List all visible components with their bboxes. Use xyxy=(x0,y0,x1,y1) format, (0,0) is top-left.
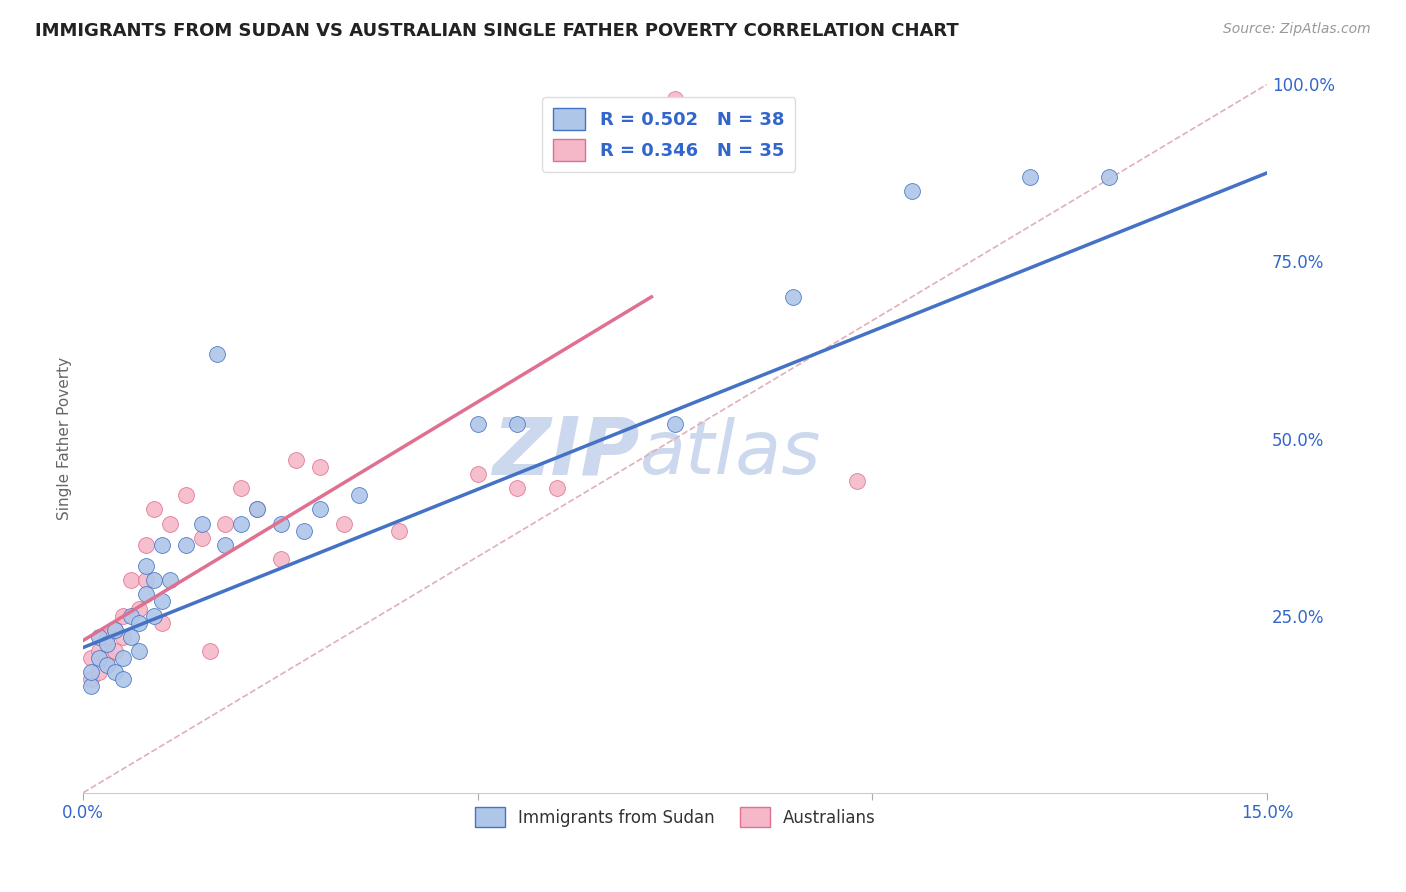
Point xyxy=(87,651,110,665)
Point xyxy=(135,559,157,574)
Point xyxy=(87,644,110,658)
Point xyxy=(143,608,166,623)
Point xyxy=(96,658,118,673)
Point xyxy=(292,524,315,538)
Point xyxy=(214,516,236,531)
Point xyxy=(120,573,142,587)
Point xyxy=(190,516,212,531)
Point xyxy=(174,488,197,502)
Point xyxy=(135,573,157,587)
Point xyxy=(388,524,411,538)
Point xyxy=(143,502,166,516)
Point xyxy=(120,608,142,623)
Point xyxy=(128,601,150,615)
Point xyxy=(1019,169,1042,184)
Point xyxy=(309,502,332,516)
Y-axis label: Single Father Poverty: Single Father Poverty xyxy=(58,357,72,520)
Point xyxy=(111,608,134,623)
Point xyxy=(270,516,292,531)
Point xyxy=(506,481,529,495)
Point xyxy=(87,630,110,644)
Point xyxy=(150,615,173,630)
Point xyxy=(664,92,686,106)
Point xyxy=(111,651,134,665)
Point xyxy=(198,644,221,658)
Point xyxy=(332,516,354,531)
Point xyxy=(270,552,292,566)
Point xyxy=(159,573,181,587)
Point xyxy=(782,290,804,304)
Point xyxy=(87,665,110,680)
Point xyxy=(128,615,150,630)
Point xyxy=(664,417,686,432)
Point xyxy=(309,459,332,474)
Point xyxy=(624,98,647,112)
Point xyxy=(104,623,127,637)
Point xyxy=(80,680,103,694)
Point xyxy=(159,516,181,531)
Point xyxy=(143,573,166,587)
Point xyxy=(135,587,157,601)
Point xyxy=(285,452,308,467)
Point xyxy=(150,594,173,608)
Point xyxy=(80,651,103,665)
Legend: Immigrants from Sudan, Australians: Immigrants from Sudan, Australians xyxy=(468,800,883,834)
Point xyxy=(1098,169,1121,184)
Point xyxy=(96,637,118,651)
Point xyxy=(349,488,371,502)
Point xyxy=(901,184,924,198)
Point xyxy=(111,630,134,644)
Point xyxy=(207,346,229,360)
Point xyxy=(229,481,252,495)
Point xyxy=(111,673,134,687)
Point xyxy=(104,623,127,637)
Point xyxy=(467,467,489,481)
Text: Source: ZipAtlas.com: Source: ZipAtlas.com xyxy=(1223,22,1371,37)
Text: IMMIGRANTS FROM SUDAN VS AUSTRALIAN SINGLE FATHER POVERTY CORRELATION CHART: IMMIGRANTS FROM SUDAN VS AUSTRALIAN SING… xyxy=(35,22,959,40)
Point xyxy=(246,502,269,516)
Point xyxy=(96,630,118,644)
Text: ZIP: ZIP xyxy=(492,414,640,491)
Point xyxy=(96,651,118,665)
Point xyxy=(135,538,157,552)
Point xyxy=(585,98,607,112)
Point xyxy=(506,417,529,432)
Point xyxy=(229,516,252,531)
Point xyxy=(546,481,568,495)
Point xyxy=(104,665,127,680)
Point xyxy=(104,644,127,658)
Point xyxy=(467,417,489,432)
Point xyxy=(150,538,173,552)
Point xyxy=(190,531,212,545)
Point xyxy=(845,474,868,488)
Text: atlas: atlas xyxy=(640,417,821,489)
Point xyxy=(80,665,103,680)
Point xyxy=(174,538,197,552)
Point xyxy=(128,644,150,658)
Point xyxy=(80,673,103,687)
Point xyxy=(120,630,142,644)
Point xyxy=(214,538,236,552)
Point xyxy=(246,502,269,516)
